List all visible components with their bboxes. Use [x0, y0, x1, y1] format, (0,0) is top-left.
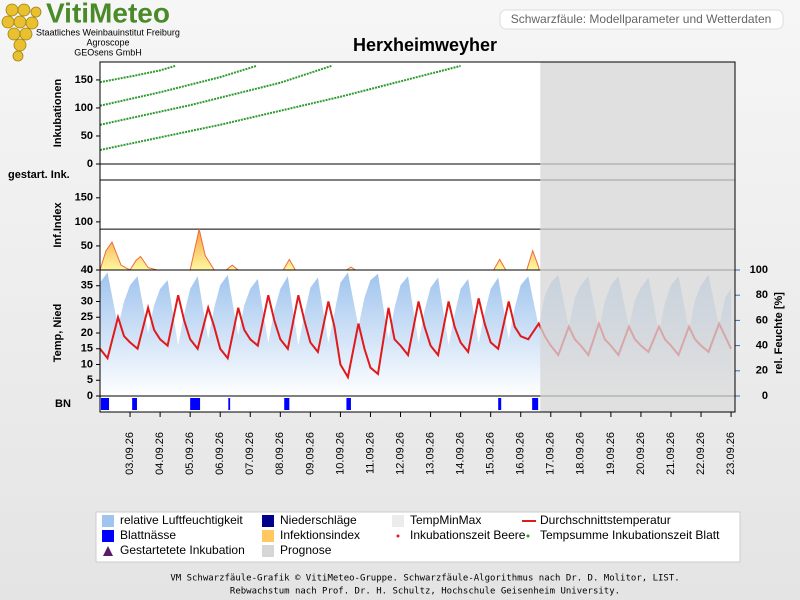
footer-line: Rebwachstum nach Prof. Dr. H. Schultz, H… — [230, 587, 620, 597]
y-tick-label: 10 — [81, 358, 93, 370]
org-line: Agroscope — [86, 37, 129, 47]
x-tick-label: 20.09.26 — [635, 432, 647, 475]
leaf-wetness — [532, 398, 539, 410]
logo-grapes — [1, 3, 42, 62]
incubation-line — [99, 64, 332, 126]
legend-swatch — [103, 546, 113, 556]
y-tick-label: 30 — [81, 295, 93, 307]
y-axis-label: gestart. Ink. — [8, 169, 70, 181]
incubation-line — [99, 64, 461, 151]
leaf-wetness — [100, 398, 110, 410]
x-tick-label: 09.09.26 — [304, 432, 316, 475]
subtitle-box — [499, 9, 784, 30]
y-tick-label: 15 — [81, 343, 93, 355]
legend-label: relative Luftfeuchtigkeit — [120, 513, 243, 527]
x-tick-label: 10.09.26 — [334, 432, 346, 475]
legend-label: Inkubationszeit Beere — [410, 528, 526, 542]
incubation-line — [99, 64, 176, 84]
y-tick-label: 0 — [87, 264, 93, 276]
legend-swatch — [102, 515, 114, 527]
x-tick-label: 08.09.26 — [274, 432, 286, 475]
legend-swatch — [392, 515, 404, 527]
x-tick-label: 14.09.26 — [455, 432, 467, 475]
x-tick-label: 19.09.26 — [605, 432, 617, 475]
leaf-wetness — [346, 398, 351, 410]
y-axis-label: BN — [55, 398, 71, 410]
x-tick-label: 07.09.26 — [244, 432, 256, 475]
legend-swatch — [526, 534, 530, 538]
x-tick-label: 06.09.26 — [214, 432, 226, 475]
x-tick-label: 22.09.26 — [695, 432, 707, 475]
prognosis-overlay — [540, 62, 735, 412]
y-tick-label: 35 — [81, 280, 93, 292]
y2-tick-label: 40 — [756, 340, 768, 352]
legend-swatch — [102, 530, 114, 542]
y2-axis-label: rel. Feuchte [%] — [773, 292, 785, 374]
legend-box — [95, 511, 741, 563]
legend-label: Infektionsindex — [280, 528, 360, 542]
y2-tick-label: 0 — [762, 390, 768, 402]
x-tick-label: 21.09.26 — [665, 432, 677, 475]
x-tick-label: 04.09.26 — [154, 432, 166, 475]
org-line: Staatliches Weinbauinstitut Freiburg — [36, 27, 180, 37]
incubation-line — [99, 64, 257, 107]
legend-swatch — [262, 515, 274, 527]
legend-label: Tempsumme Inkubationszeit Blatt — [540, 528, 720, 542]
legend-label: Blattnässe — [120, 528, 176, 542]
legend-label: TempMinMax — [410, 513, 481, 527]
y-tick-label: 150 — [75, 74, 93, 86]
y-tick-label: 100 — [75, 216, 93, 228]
legend-label: Niederschläge — [280, 513, 357, 527]
x-tick-label: 18.09.26 — [575, 432, 587, 475]
x-tick-label: 05.09.26 — [184, 432, 196, 475]
y-tick-label: 20 — [81, 327, 93, 339]
y-tick-label: 5 — [87, 374, 93, 386]
subtitle: Schwarzfäule: Modellparameter und Wetter… — [511, 12, 772, 26]
y2-tick-label: 20 — [756, 365, 768, 377]
y2-tick-label: 100 — [750, 264, 768, 276]
legend: relative Luftfeuchtigkeit Niederschläge Te… — [102, 513, 720, 557]
legend-label: Durchschnittstemperatur — [540, 513, 671, 527]
x-tick-label: 15.09.26 — [485, 432, 497, 475]
x-tick-label: 23.09.26 — [725, 432, 737, 475]
y-tick-label: 40 — [81, 264, 93, 276]
x-tick-label: 11.09.26 — [364, 432, 376, 474]
legend-label: Gestartetete Inkubation — [120, 543, 245, 557]
y-tick-label: 50 — [81, 130, 93, 142]
legend-swatch — [396, 534, 400, 538]
leaf-wetness — [190, 398, 201, 410]
y-tick-label: 0 — [87, 390, 93, 402]
y-tick-label: 100 — [75, 102, 93, 114]
logo-text: VitiMeteo — [46, 0, 170, 28]
leaf-wetness — [228, 398, 231, 410]
legend-swatch — [262, 530, 274, 542]
y-axis-label: Inkubationen — [52, 79, 64, 148]
x-tick-label: 17.09.26 — [545, 432, 557, 475]
x-tick-label: 13.09.26 — [424, 432, 436, 475]
y2-tick-label: 60 — [756, 314, 768, 326]
x-tick-label: 12.09.26 — [394, 432, 406, 475]
chart-title: Herxheimweyher — [353, 35, 497, 55]
leaf-wetness — [132, 398, 137, 410]
x-tick-label: 03.09.26 — [124, 432, 136, 475]
plot-frame — [99, 61, 736, 413]
y-axis-label: Temp, Nied — [52, 304, 64, 362]
y-tick-label: 25 — [81, 311, 93, 323]
y-axis-label: Inf.Index — [52, 202, 64, 248]
y2-tick-label: 80 — [756, 289, 768, 301]
y-tick-label: 50 — [81, 240, 93, 252]
footer-line: VM Schwarzfäule-Grafik © VitiMeteo-Grupp… — [170, 574, 679, 584]
x-tick-label: 16.09.26 — [515, 432, 527, 475]
legend-label: Prognose — [280, 543, 332, 557]
y-tick-label: 150 — [75, 192, 93, 204]
leaf-wetness — [498, 398, 502, 410]
legend-swatch — [262, 545, 274, 557]
leaf-wetness — [284, 398, 290, 410]
org-line: GEOsens GmbH — [74, 47, 142, 57]
y-tick-label: 0 — [87, 158, 93, 170]
